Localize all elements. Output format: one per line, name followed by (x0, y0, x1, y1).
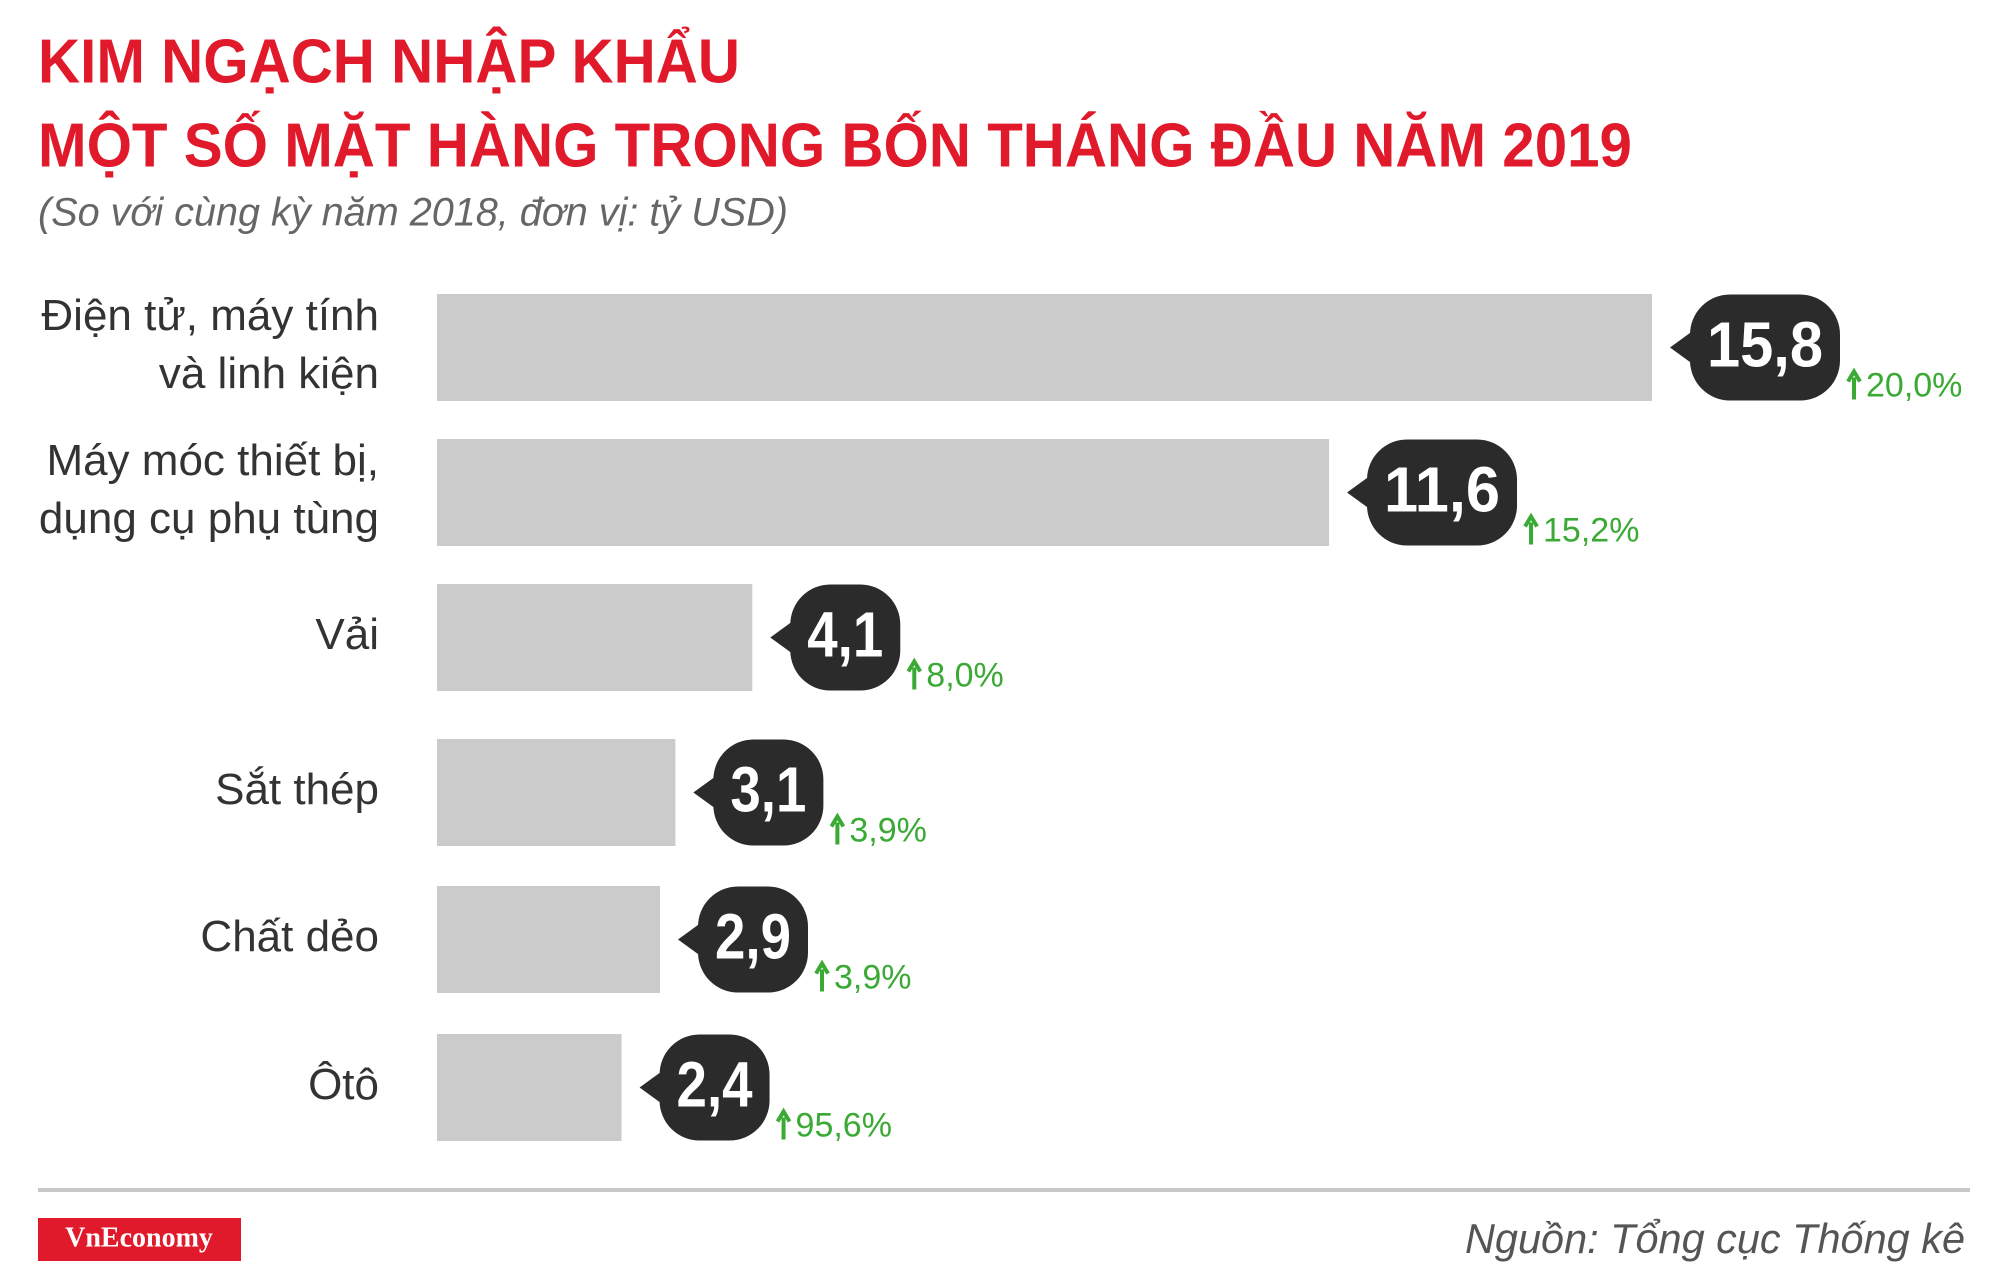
bar (437, 739, 676, 846)
value-label: 3,1 (730, 753, 806, 825)
chart-title: MỘT SỐ MẶT HÀNG TRONG BỐN THÁNG ĐẦU NĂM … (38, 111, 1632, 180)
category-label: Sắt thép (215, 765, 379, 814)
value-bubble (790, 584, 901, 691)
change-arrow (814, 959, 830, 992)
value-label: 4,1 (807, 598, 883, 670)
category-label: Chất dẻo (200, 912, 379, 961)
change-label: 95,6% (796, 1106, 892, 1144)
category-label: dụng cụ phụ tùng (39, 494, 379, 543)
category-label: Máy móc thiết bị, (46, 436, 379, 485)
category-label: Ôtô (308, 1059, 379, 1109)
chart-subtitle: (So với cùng kỳ năm 2018, đơn vị: tỷ USD… (38, 191, 788, 235)
source: Nguồn: Tổng cục Thống kê (1465, 1215, 1965, 1262)
chart-title: KIM NGẠCH NHẬP KHẨU (38, 27, 740, 96)
value-label: 11,6 (1384, 453, 1500, 525)
change-label: 15,2% (1543, 511, 1639, 549)
value-bubble (693, 776, 716, 809)
bar (437, 1034, 622, 1141)
bar (437, 886, 661, 993)
value-bubble (1347, 476, 1370, 509)
category-label: Vải (315, 610, 379, 659)
category-label: và linh kiện (159, 349, 379, 398)
logo-box (38, 1218, 241, 1261)
change-label: 8,0% (926, 656, 1004, 694)
value-bubble (659, 1034, 770, 1141)
bar (437, 294, 1652, 401)
value-label: 2,4 (677, 1048, 753, 1120)
value-bubble (698, 886, 809, 993)
change-label: 3,9% (834, 958, 912, 996)
value-bubble (1367, 439, 1518, 546)
value-bubble (639, 1071, 662, 1104)
bar (437, 439, 1330, 546)
bar (437, 584, 753, 691)
value-bubble (1670, 331, 1692, 364)
value-label: 15,8 (1707, 308, 1823, 380)
change-arrow (1523, 512, 1539, 545)
value-bubble (678, 923, 701, 956)
change-arrow (829, 812, 846, 845)
change-arrow (1846, 367, 1862, 400)
value-bubble (770, 621, 793, 654)
category-label: Điện tử, máy tính (41, 291, 379, 340)
logo: VnEconomy (65, 1222, 213, 1253)
change-arrow (906, 657, 922, 690)
change-label: 3,9% (849, 811, 927, 849)
change-arrow (775, 1107, 792, 1140)
change-label: 20,0% (1866, 366, 1962, 404)
value-bubble (713, 739, 824, 846)
value-bubble (1690, 294, 1840, 401)
value-label: 2,9 (715, 900, 791, 972)
